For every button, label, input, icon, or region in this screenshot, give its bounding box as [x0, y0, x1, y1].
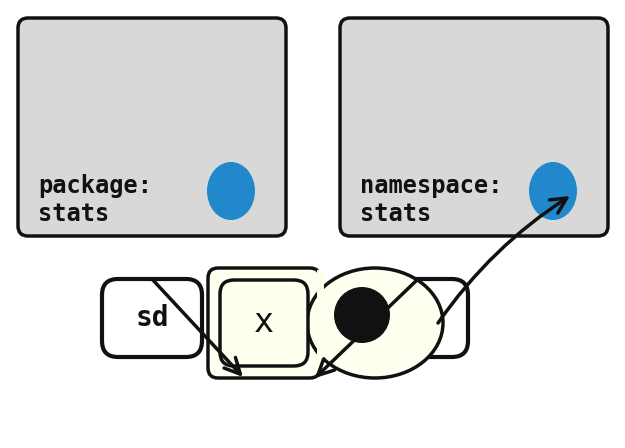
- Ellipse shape: [529, 162, 577, 220]
- FancyBboxPatch shape: [220, 280, 308, 366]
- Text: package:
stats: package: stats: [38, 174, 152, 226]
- Text: namespace:
stats: namespace: stats: [360, 174, 503, 226]
- Text: sd: sd: [401, 304, 435, 332]
- Text: sd: sd: [135, 304, 169, 332]
- FancyBboxPatch shape: [368, 279, 468, 357]
- Ellipse shape: [307, 268, 443, 378]
- Ellipse shape: [207, 162, 255, 220]
- Circle shape: [334, 287, 390, 343]
- FancyBboxPatch shape: [18, 18, 286, 236]
- FancyBboxPatch shape: [102, 279, 202, 357]
- Text: x: x: [254, 306, 274, 340]
- FancyBboxPatch shape: [208, 268, 320, 378]
- FancyBboxPatch shape: [340, 18, 608, 236]
